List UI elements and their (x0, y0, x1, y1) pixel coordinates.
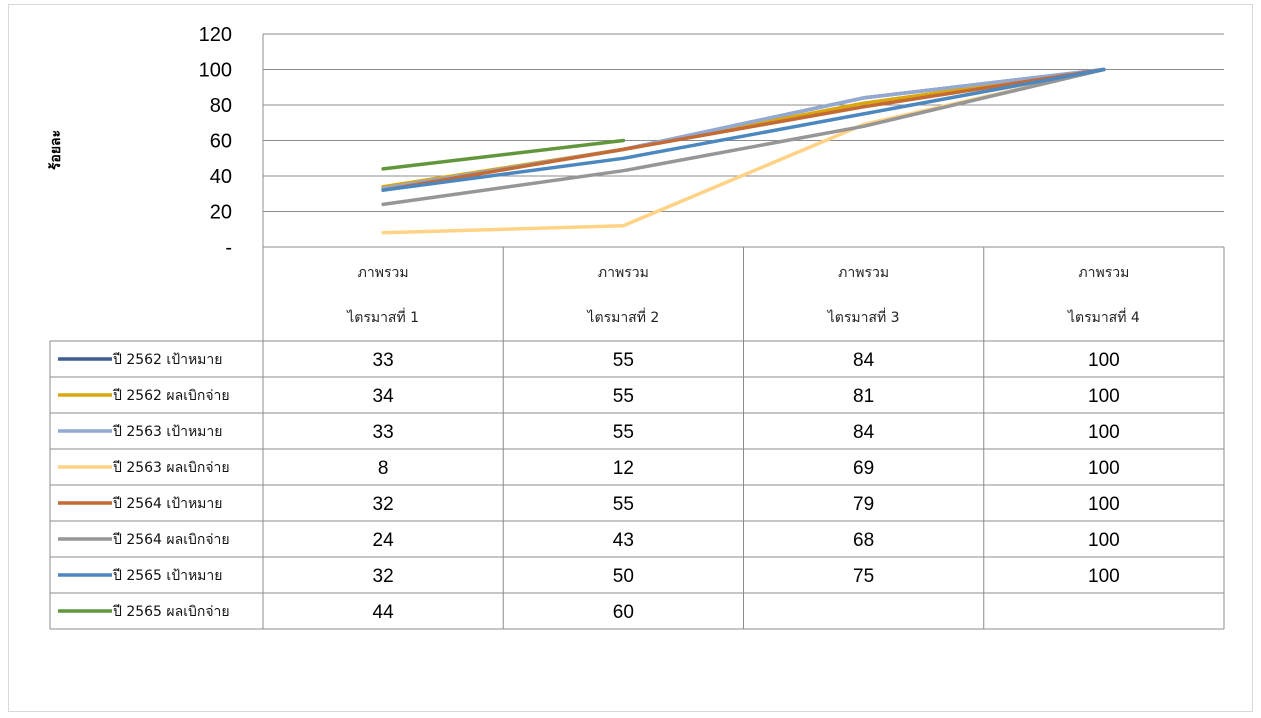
data-cell-value: 100 (1088, 530, 1120, 551)
data-cell-value: 43 (613, 530, 634, 551)
data-cell-value: 84 (853, 350, 875, 371)
category-label: ภาพรวม (598, 265, 649, 281)
data-cell-value: 32 (373, 566, 394, 587)
data-cell-value: 33 (373, 350, 394, 371)
data-cell-value: 69 (853, 458, 874, 479)
data-cell-value: 100 (1088, 494, 1120, 515)
category-label: ภาพรวม (838, 265, 889, 281)
y-tick-label: 120 (199, 24, 232, 46)
data-cell-value: 33 (373, 422, 394, 443)
data-cell-value: 55 (613, 494, 634, 515)
data-cell-value: 60 (613, 602, 634, 623)
data-cell-value: 75 (853, 566, 874, 587)
legend-label: ปี 2563 ผลเบิกจ่าย (113, 460, 230, 476)
y-tick-label: 60 (210, 131, 232, 153)
data-cell-value: 100 (1088, 566, 1120, 587)
category-label: ไตรมาสที่ 4 (1067, 308, 1140, 326)
data-cell-value: 100 (1088, 350, 1120, 371)
y-tick-label: 40 (210, 166, 232, 188)
legend-label: ปี 2563 เป้าหมาย (113, 424, 223, 440)
data-cell-value: 8 (378, 458, 389, 479)
category-label: ไตรมาสที่ 2 (586, 308, 659, 326)
category-label: ไตรมาสที่ 3 (827, 308, 900, 326)
data-cell-value: 84 (853, 422, 875, 443)
data-cell-value: 79 (853, 494, 874, 515)
series-line-5 (381, 67, 1106, 192)
data-cell-value: 55 (613, 422, 634, 443)
series-line-7 (381, 67, 1106, 192)
data-cell-value: 100 (1088, 422, 1120, 443)
data-cell-value: 68 (853, 530, 874, 551)
data-cell-value: 100 (1088, 386, 1120, 407)
data-cell-value: 32 (373, 494, 394, 515)
y-tick-label: 100 (199, 60, 232, 82)
data-cell-value: 12 (613, 458, 634, 479)
category-label: ภาพรวม (358, 265, 409, 281)
data-cell-value: 50 (613, 566, 634, 587)
legend-label: ปี 2562 ผลเบิกจ่าย (113, 388, 230, 404)
legend-label: ปี 2564 เป้าหมาย (113, 496, 223, 512)
data-cell-value: 44 (373, 602, 395, 623)
data-cell-value: 34 (373, 386, 395, 407)
data-cell-value: 100 (1088, 458, 1120, 479)
data-cell-value: 55 (613, 350, 634, 371)
y-tick-label: - (225, 237, 232, 259)
legend-label: ปี 2565 เป้าหมาย (113, 568, 223, 584)
legend-label: ปี 2562 เป้าหมาย (113, 352, 223, 368)
series-line-8 (381, 138, 626, 171)
category-label: ภาพรวม (1078, 265, 1129, 281)
data-cell-value: 81 (853, 386, 874, 407)
legend-label: ปี 2565 ผลเบิกจ่าย (113, 604, 230, 620)
series-line-6 (381, 67, 1106, 207)
y-axis-label: ร้อยละ (48, 130, 64, 170)
y-tick-label: 80 (210, 95, 232, 117)
y-tick-label: 20 (210, 202, 232, 224)
legend-label: ปี 2564 ผลเบิกจ่าย (113, 532, 230, 548)
data-cell-value: 24 (373, 530, 395, 551)
chart-frame (8, 4, 1253, 712)
category-label: ไตรมาสที่ 1 (346, 308, 419, 326)
data-cell-value: 55 (613, 386, 634, 407)
